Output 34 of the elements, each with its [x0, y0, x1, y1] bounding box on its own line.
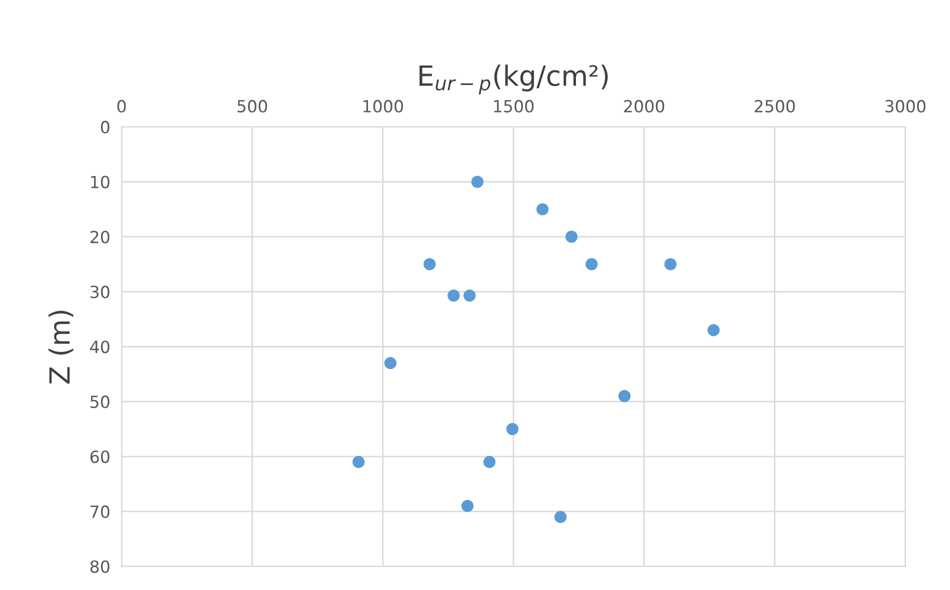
x-tick-label: 500 — [238, 100, 268, 113]
point — [554, 510, 567, 524]
y-tick-label: 20 — [90, 230, 110, 244]
x-tick-label: 2000 — [624, 100, 664, 113]
y-tick-label: 40 — [90, 340, 110, 354]
x-tick-label: 3000 — [885, 100, 926, 113]
point — [618, 390, 631, 402]
point — [664, 258, 677, 270]
x-axis-title: E$_{ur−p}$(kg/cm²) — [420, 64, 608, 94]
point — [565, 230, 578, 243]
y-axis-title: Z (m) — [48, 310, 74, 384]
x-tick-label: 1000 — [363, 100, 403, 113]
y-tick-label: 10 — [91, 176, 110, 188]
y-tick-label: 80 — [90, 560, 110, 573]
x-tick-label: 2500 — [754, 100, 795, 113]
point — [483, 456, 496, 468]
point — [352, 456, 365, 468]
point — [536, 203, 549, 216]
point — [384, 357, 396, 370]
y-tick-label: 30 — [90, 286, 110, 298]
point — [506, 422, 519, 436]
y-tick-label: 0 — [100, 120, 110, 134]
y-tick-label: 50 — [90, 396, 110, 408]
point — [586, 258, 598, 270]
y-tick-label: 60 — [90, 450, 110, 464]
point — [708, 324, 720, 336]
point — [461, 500, 474, 512]
point — [464, 289, 476, 302]
x-tick-label: 0 — [117, 100, 126, 113]
point — [448, 289, 460, 302]
point — [424, 258, 436, 270]
y-tick-label: 70 — [90, 505, 110, 518]
point — [471, 176, 484, 188]
x-tick-label: 1500 — [494, 100, 534, 113]
